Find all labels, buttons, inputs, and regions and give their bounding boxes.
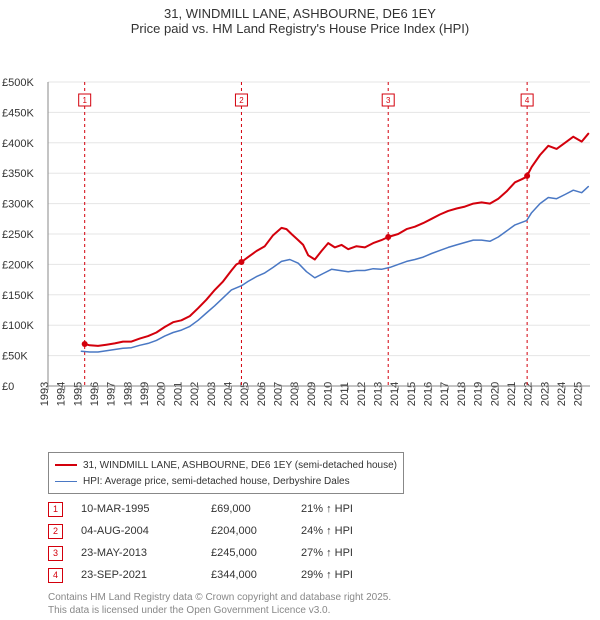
svg-text:2009: 2009: [306, 382, 318, 406]
svg-text:1996: 1996: [89, 382, 101, 406]
svg-text:2023: 2023: [539, 382, 551, 406]
sale-delta: 24% ↑ HPI: [301, 525, 401, 537]
sale-price: £344,000: [211, 569, 301, 581]
svg-text:2010: 2010: [323, 382, 335, 406]
svg-text:1995: 1995: [72, 382, 84, 406]
chart-area: £0 £50K £100K £150K £200K £250K £300K £350K £400…: [0, 36, 600, 436]
svg-text:£50K: £50K: [2, 351, 28, 363]
svg-text:2000: 2000: [156, 382, 168, 406]
svg-text:2003: 2003: [206, 382, 218, 406]
svg-text:2005: 2005: [239, 382, 251, 406]
svg-text:£100K: £100K: [2, 320, 34, 332]
legend-swatch: [55, 464, 77, 466]
svg-text:2: 2: [239, 96, 244, 105]
svg-text:2007: 2007: [272, 382, 284, 406]
svg-text:£300K: £300K: [2, 199, 34, 211]
sale-date: 04-AUG-2004: [81, 525, 211, 537]
svg-text:2008: 2008: [289, 382, 301, 406]
svg-text:2006: 2006: [256, 382, 268, 406]
title-line-1: 31, WINDMILL LANE, ASHBOURNE, DE6 1EY: [0, 6, 600, 21]
svg-text:3: 3: [386, 96, 391, 105]
title-line-2: Price paid vs. HM Land Registry's House …: [0, 21, 600, 36]
legend-label: HPI: Average price, semi-detached house,…: [83, 476, 350, 487]
legend-swatch: [55, 481, 77, 482]
sale-row: 2 04-AUG-2004£204,00024% ↑ HPI: [48, 520, 401, 542]
sale-marker-icon: 2: [48, 524, 63, 539]
svg-text:£200K: £200K: [2, 259, 34, 271]
svg-text:2024: 2024: [556, 382, 568, 406]
sale-date: 10-MAR-1995: [81, 503, 211, 515]
sale-delta: 29% ↑ HPI: [301, 569, 401, 581]
svg-text:2015: 2015: [406, 382, 418, 406]
sale-price: £245,000: [211, 547, 301, 559]
footer-line-2: This data is licensed under the Open Gov…: [48, 605, 391, 618]
svg-text:2013: 2013: [373, 382, 385, 406]
sale-price: £204,000: [211, 525, 301, 537]
sale-date: 23-SEP-2021: [81, 569, 211, 581]
license-footer: Contains HM Land Registry data © Crown c…: [48, 592, 391, 617]
sale-delta: 21% ↑ HPI: [301, 503, 401, 515]
svg-text:£150K: £150K: [2, 290, 34, 302]
svg-text:£0: £0: [2, 381, 14, 393]
svg-text:2018: 2018: [456, 382, 468, 406]
svg-text:1993: 1993: [39, 382, 51, 406]
svg-text:2020: 2020: [489, 382, 501, 406]
legend: 31, WINDMILL LANE, ASHBOURNE, DE6 1EY (s…: [48, 452, 404, 494]
svg-text:2017: 2017: [439, 382, 451, 406]
svg-text:2022: 2022: [523, 382, 535, 406]
svg-text:2004: 2004: [222, 382, 234, 406]
svg-text:2025: 2025: [573, 382, 585, 406]
sale-delta: 27% ↑ HPI: [301, 547, 401, 559]
sale-row: 3 23-MAY-2013£245,00027% ↑ HPI: [48, 542, 401, 564]
svg-text:1999: 1999: [139, 382, 151, 406]
svg-text:£400K: £400K: [2, 138, 34, 150]
svg-text:£250K: £250K: [2, 229, 34, 241]
chart-title: 31, WINDMILL LANE, ASHBOURNE, DE6 1EY Pr…: [0, 0, 600, 36]
legend-label: 31, WINDMILL LANE, ASHBOURNE, DE6 1EY (s…: [83, 460, 397, 471]
sale-price: £69,000: [211, 503, 301, 515]
legend-item: HPI: Average price, semi-detached house,…: [55, 473, 397, 489]
svg-text:1: 1: [82, 96, 87, 105]
footer-line-1: Contains HM Land Registry data © Crown c…: [48, 592, 391, 605]
svg-text:£350K: £350K: [2, 168, 34, 180]
svg-text:4: 4: [525, 96, 530, 105]
sale-row: 1 10-MAR-1995£69,00021% ↑ HPI: [48, 498, 401, 520]
svg-text:2002: 2002: [189, 382, 201, 406]
svg-text:2021: 2021: [506, 382, 518, 406]
svg-text:2001: 2001: [172, 382, 184, 406]
sale-row: 4 23-SEP-2021£344,00029% ↑ HPI: [48, 564, 401, 586]
legend-item: 31, WINDMILL LANE, ASHBOURNE, DE6 1EY (s…: [55, 457, 397, 473]
sale-marker-icon: 3: [48, 546, 63, 561]
svg-text:£500K: £500K: [2, 77, 34, 89]
sale-date: 23-MAY-2013: [81, 547, 211, 559]
svg-text:2014: 2014: [389, 382, 401, 406]
svg-text:1998: 1998: [122, 382, 134, 406]
svg-text:2012: 2012: [356, 382, 368, 406]
svg-text:£450K: £450K: [2, 107, 34, 119]
sales-table: 1 10-MAR-1995£69,00021% ↑ HPI 2 04-AUG-2004…: [48, 498, 401, 586]
svg-text:1994: 1994: [56, 382, 68, 406]
svg-text:1997: 1997: [106, 382, 118, 406]
sale-marker-icon: 1: [48, 502, 63, 517]
sale-marker-icon: 4: [48, 568, 63, 583]
svg-text:2019: 2019: [473, 382, 485, 406]
svg-text:2016: 2016: [423, 382, 435, 406]
line-chart-svg: £0 £50K £100K £150K £200K £250K £300K £350K £400…: [0, 36, 600, 436]
